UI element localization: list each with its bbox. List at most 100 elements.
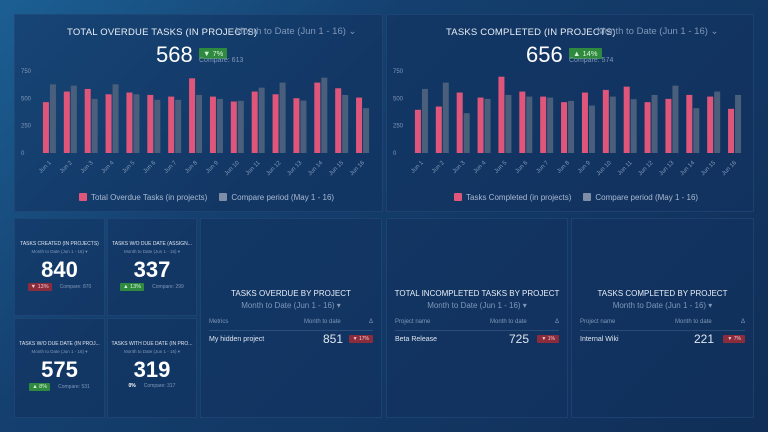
table-header: Project name Month to date Δ <box>580 319 745 331</box>
bar-compare <box>70 85 77 153</box>
kpi-tasks-created: TASKS CREATED (IN PROJECTS) Month to Dat… <box>14 218 105 316</box>
bar-compare <box>421 88 428 153</box>
bar-compare <box>216 98 223 153</box>
project-name: Beta Release <box>395 336 438 343</box>
column-header: Project name <box>580 319 616 325</box>
bar-primary <box>335 88 342 153</box>
period-dropdown[interactable]: Month to Date (Jun 1 - 16) ▾ <box>123 349 181 354</box>
bar-primary <box>623 86 630 153</box>
x-tick-label: Jun 8 <box>184 160 199 175</box>
x-tick-label: Jun 12 <box>265 160 282 177</box>
bar-primary <box>293 98 300 153</box>
bar-compare <box>714 91 721 153</box>
bar-chart: 0 250 500 750 Jun 1 Jun 2 Jun 3 Jun 4 Jun 5 Jun 6… <box>393 69 742 177</box>
bar-primary <box>314 82 321 153</box>
legend-primary[interactable]: Total Overdue Tasks (in projects) <box>79 193 207 202</box>
x-tick-label: Jun 4 <box>101 160 116 175</box>
bar-compare <box>300 100 307 153</box>
delta-value: 0% <box>128 383 136 389</box>
bar-compare <box>237 100 244 153</box>
bar-compare <box>112 84 119 153</box>
compare-value: Compare: 317 <box>143 383 176 389</box>
checkbox-icon <box>79 193 87 201</box>
table-row: My hidden project 851 ▼ 17% <box>209 331 373 351</box>
table-header: Metrics Month to date Δ <box>209 319 373 331</box>
kpi-value: 337 <box>133 257 171 282</box>
y-tick-label: 0 <box>21 151 25 157</box>
x-tick-label: Jun 6 <box>143 160 158 175</box>
checkbox-icon <box>454 193 462 201</box>
column-header: Project name <box>395 319 431 325</box>
legend-primary[interactable]: Tasks Completed (in projects) <box>454 193 571 202</box>
bar-primary <box>686 94 693 153</box>
delta-badge: ▼ 1% <box>537 335 559 343</box>
widget-title: TASKS CREATED (IN PROJECTS) <box>20 241 99 247</box>
compare-value: Compare: 574 <box>569 57 614 64</box>
x-tick-label: Jun 2 <box>59 160 74 175</box>
chevron-down-icon: ⌄ <box>710 26 719 37</box>
bar-compare <box>547 97 554 153</box>
column-header: Month to date <box>304 319 341 325</box>
bar-compare <box>463 113 470 153</box>
y-tick-label: 500 <box>21 96 32 102</box>
compare-value: Compare: 531 <box>58 384 90 390</box>
column-header: Month to date <box>490 319 527 325</box>
kpi-value: 656 <box>526 42 563 67</box>
bar-compare <box>484 98 491 153</box>
bar-primary <box>126 92 133 153</box>
bar-primary <box>84 88 91 153</box>
kpi-value: 568 <box>156 42 193 67</box>
bar-primary <box>251 91 258 153</box>
bar-compare <box>49 84 56 153</box>
compare-value: Compare: 870 <box>59 284 92 290</box>
x-tick-label: Jun 7 <box>163 160 178 175</box>
bar-primary <box>498 76 505 153</box>
widget-title: TOTAL OVERDUE TASKS (IN PROJECTS) <box>67 27 258 38</box>
bar-primary <box>147 94 154 153</box>
period-dropdown[interactable]: Month to Date (Jun 1 - 16) ▾ <box>31 249 88 254</box>
completed-tasks-widget: TASKS COMPLETED (IN PROJECTS) Month to D… <box>386 14 754 212</box>
delta-badge: ▲ 14% <box>569 48 602 59</box>
y-tick-label: 0 <box>393 151 397 157</box>
bar-compare <box>672 85 679 153</box>
widget-title: TOTAL INCOMPLETED TASKS BY PROJECT <box>394 289 560 298</box>
legend-compare[interactable]: Compare period (May 1 - 16) <box>219 193 334 202</box>
y-tick-label: 250 <box>21 124 32 130</box>
bar-primary <box>272 94 279 153</box>
bar-compare <box>588 105 595 153</box>
project-name: Internal Wiki <box>580 336 619 343</box>
x-tick-label: Jun 5 <box>122 160 137 175</box>
kpi-tasks-no-due-date-assigned: TASKS W/O DUE DATE (ASSIGN... Month to D… <box>107 218 197 316</box>
bar-compare <box>568 100 575 153</box>
period-label: Month to Date (Jun 1 - 16) <box>235 26 346 37</box>
x-tick-label: Jun 11 <box>245 160 262 177</box>
bar-compare <box>175 99 182 153</box>
bar-compare <box>91 98 98 153</box>
period-dropdown[interactable]: Month to Date (Jun 1 - 16) ▾ <box>31 349 88 354</box>
period-dropdown[interactable]: Month to Date (Jun 1 - 16) ▾ <box>241 301 341 310</box>
table-row: Beta Release 725 ▼ 1% <box>395 331 559 351</box>
incompleted-by-project-widget: TOTAL INCOMPLETED TASKS BY PROJECT Month… <box>386 218 568 418</box>
period-dropdown[interactable]: Month to Date (Jun 1 - 16) ▾ <box>427 301 527 310</box>
bar-compare <box>342 94 349 153</box>
column-header: Δ <box>740 319 745 325</box>
bar-compare <box>526 96 533 153</box>
x-tick-label: Jun 5 <box>494 160 509 175</box>
bar-primary <box>540 96 547 153</box>
x-tick-label: Jun 1 <box>38 160 53 175</box>
widget-title: TASKS WITH DUE DATE (IN PRO... <box>111 341 193 347</box>
chart-legend: Total Overdue Tasks (in projects) Compar… <box>79 193 334 202</box>
bar-compare <box>609 96 616 153</box>
widget-title: TASKS W/O DUE DATE (ASSIGN... <box>112 241 192 247</box>
period-dropdown[interactable]: Month to Date (Jun 1 - 16) ▾ <box>123 249 181 254</box>
kpi-value: 319 <box>133 357 171 382</box>
period-dropdown[interactable]: Month to Date (Jun 1 - 16) ▾ <box>612 301 713 310</box>
x-tick-label: Jun 16 <box>721 160 738 177</box>
x-tick-label: Jun 10 <box>596 160 613 177</box>
value: 221 <box>694 332 715 346</box>
bar-primary <box>477 97 484 153</box>
period-dropdown[interactable]: Month to Date (Jun 1 - 16) ⌄ <box>597 26 719 37</box>
legend-compare[interactable]: Compare period (May 1 - 16) <box>583 193 698 202</box>
period-dropdown[interactable]: Month to Date (Jun 1 - 16) ⌄ <box>235 26 357 37</box>
y-tick-label: 500 <box>393 96 404 102</box>
